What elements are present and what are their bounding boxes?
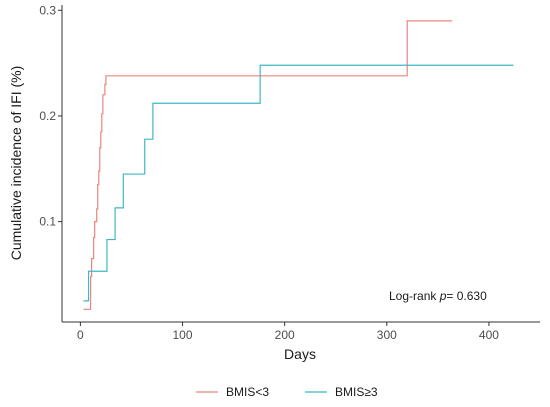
x-tick-label: 400 [479, 328, 499, 342]
series-layer [83, 20, 514, 310]
logrank-annotation: Log-rank p= 0.630 [389, 289, 487, 303]
x-tick-label: 300 [377, 328, 397, 342]
y-tick-label: 0.3 [39, 3, 56, 17]
x-tick-label: 200 [275, 328, 295, 342]
legend-label: BMIS≥3 [335, 385, 378, 399]
x-tick-label: 100 [173, 328, 193, 342]
x-axis-title: Days [284, 346, 316, 362]
y-ticks: 0.1 0.2 0.3 [39, 3, 62, 229]
y-tick-label: 0.2 [39, 109, 56, 123]
x-ticks: 0 100 200 300 400 [77, 322, 499, 342]
series-line-bmis-ge3 [83, 64, 514, 302]
legend: BMIS<3 BMIS≥3 [196, 385, 378, 399]
y-tick-label: 0.1 [39, 215, 56, 229]
series-line-bmis-lt3 [83, 20, 453, 310]
legend-label: BMIS<3 [226, 385, 269, 399]
x-tick-label: 0 [77, 328, 84, 342]
y-axis-title: Cumulative incidence of IFI (%) [8, 66, 24, 261]
plot-area: 0.1 0.2 0.3 0 100 200 300 400 [39, 3, 540, 342]
